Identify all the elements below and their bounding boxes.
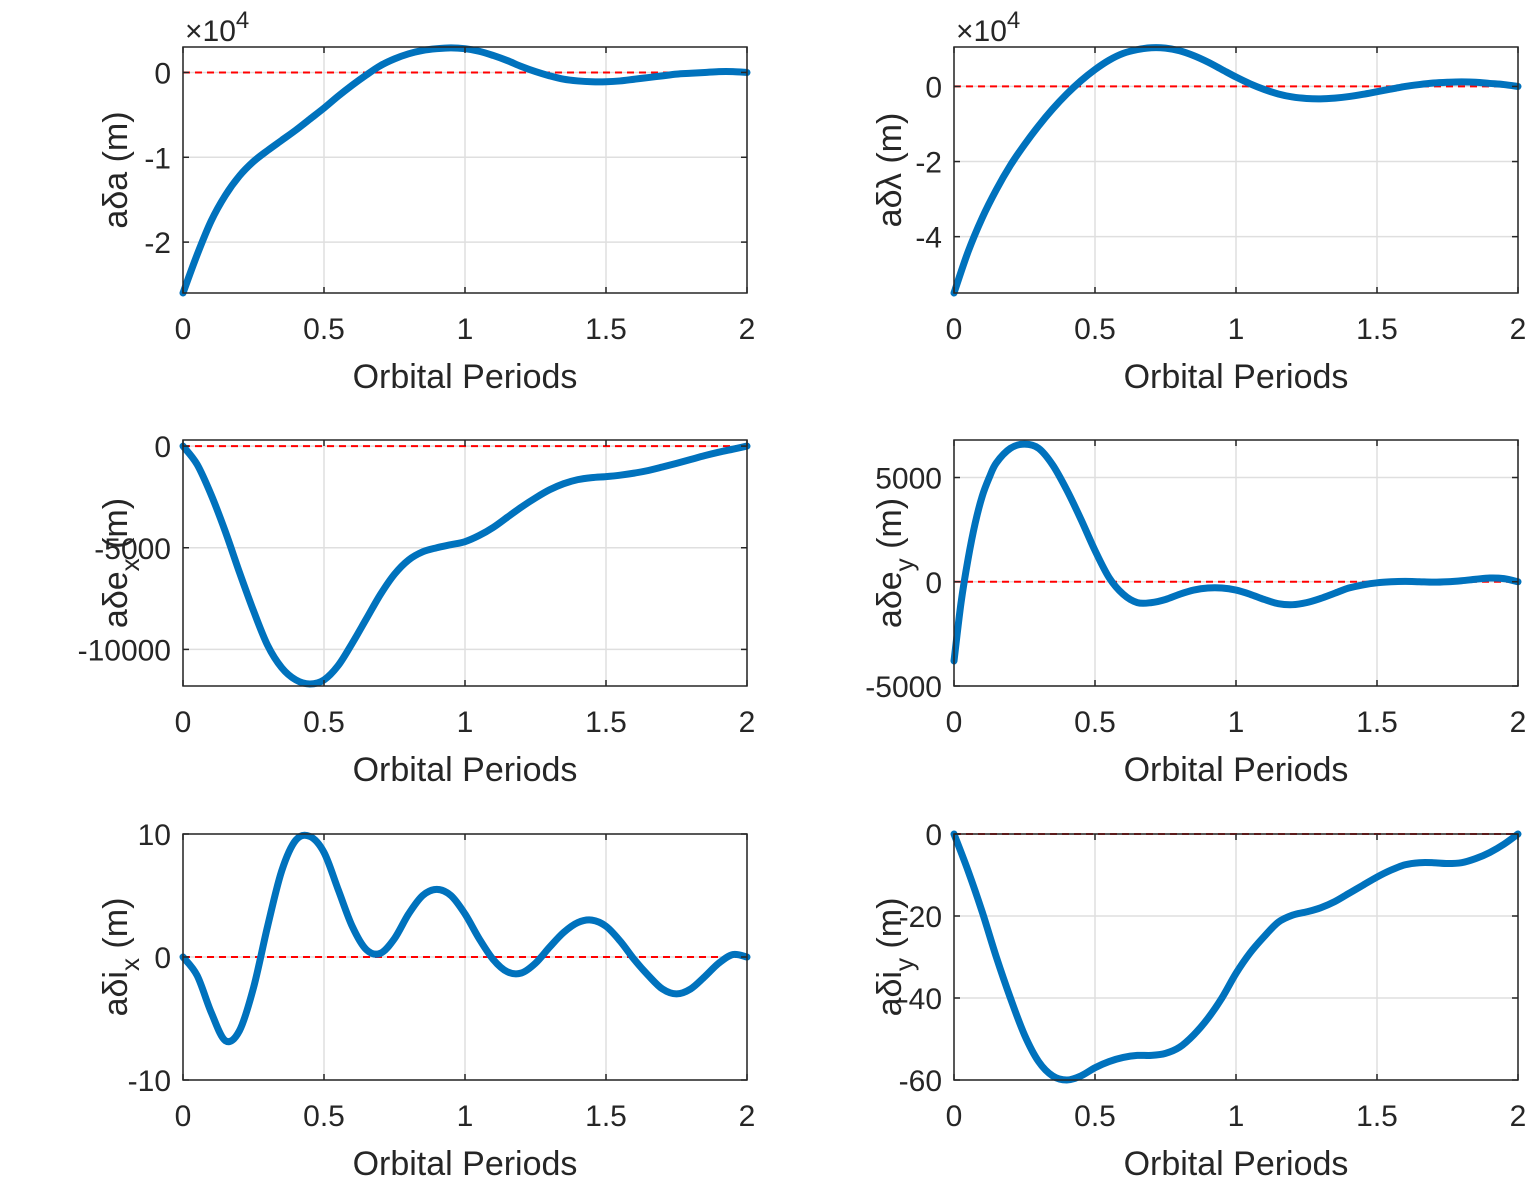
x-axis-label: Orbital Periods xyxy=(1124,1145,1349,1178)
x-tick-label: 2 xyxy=(1510,313,1527,346)
x-tick-label: 0.5 xyxy=(1074,313,1116,346)
axis-exponent-label: ×104 xyxy=(956,7,1020,48)
x-tick-label: 0.5 xyxy=(1074,706,1116,739)
chart-adiy: 0 0.5 1 1.5 2 -60 -40 -20 0 Orbital Periods aδiy (… xyxy=(871,819,1526,1178)
y-tick-label: 0 xyxy=(925,567,942,600)
y-axis-label-unit: (m) xyxy=(97,898,135,958)
x-axis-label: Orbital Periods xyxy=(353,358,578,396)
x-tick-label: 2 xyxy=(1510,1100,1527,1133)
y-axis-label-subscript: x xyxy=(115,558,145,571)
y-axis-label-main: aδi xyxy=(97,971,135,1016)
x-tick-label: 1.5 xyxy=(1356,313,1398,346)
series-line xyxy=(950,44,1522,297)
y-tick-label: 0 xyxy=(154,942,171,975)
y-tick-label: -60 xyxy=(899,1065,942,1098)
y-tick-label: -2 xyxy=(915,147,942,180)
axis-exponent-label: ×104 xyxy=(185,7,249,48)
series-line xyxy=(950,830,1522,1084)
y-axis-label: aδiy (m) xyxy=(871,898,919,1017)
axis-exponent-power: 4 xyxy=(236,7,249,34)
y-tick-label: 10 xyxy=(138,819,171,852)
y-axis-label: aδa (m) xyxy=(97,111,135,228)
y-axis-label-main: aδe xyxy=(97,571,135,628)
x-tick-label: 2 xyxy=(1510,706,1527,739)
y-tick-label: -5000 xyxy=(865,671,942,704)
axis-exponent-base: ×10 xyxy=(185,15,236,48)
x-tick-label: 1 xyxy=(457,706,474,739)
y-axis-label: aδey (m) xyxy=(871,498,919,628)
y-axis-label-main: aδa xyxy=(97,172,135,229)
y-tick-label: -5000 xyxy=(94,533,171,566)
x-tick-label: 0 xyxy=(946,313,963,346)
x-tick-label: 0.5 xyxy=(303,1100,345,1133)
x-tick-label: 0 xyxy=(946,1100,963,1133)
series-line xyxy=(950,440,1522,665)
x-tick-label: 1.5 xyxy=(1356,1100,1398,1133)
x-axis-label: Orbital Periods xyxy=(353,1145,578,1178)
y-tick-label: -10 xyxy=(128,1065,171,1098)
x-tick-label: 1 xyxy=(1228,706,1245,739)
x-axis-label: Orbital Periods xyxy=(353,751,578,789)
x-tick-label: 0.5 xyxy=(303,706,345,739)
x-tick-label: 1 xyxy=(1228,1100,1245,1133)
y-axis-label-main: aδi xyxy=(871,971,909,1016)
x-tick-label: 0.5 xyxy=(1074,1100,1116,1133)
series-line xyxy=(179,442,751,688)
chart-adex: 0 0.5 1 1.5 2 -10000 -5000 0 Orbital Periods aδex… xyxy=(78,431,756,789)
x-axis-label: Orbital Periods xyxy=(1124,358,1349,396)
x-tick-label: 0 xyxy=(946,706,963,739)
y-axis-label: aδex (m) xyxy=(97,498,145,628)
y-tick-label: 0 xyxy=(154,431,171,464)
y-axis-label-unit: (m) xyxy=(871,113,909,173)
y-tick-label: -40 xyxy=(899,983,942,1016)
y-axis-label: aδλ (m) xyxy=(871,113,909,228)
x-tick-label: 2 xyxy=(739,313,756,346)
x-tick-label: 2 xyxy=(739,1100,756,1133)
y-axis-label-unit: (m) xyxy=(97,498,135,558)
y-tick-label: -4 xyxy=(915,222,942,255)
x-axis-label: Orbital Periods xyxy=(1124,751,1349,789)
y-tick-label: 0 xyxy=(925,71,942,104)
chart-adl: 0 0.5 1 1.5 2 -4 -2 0 Orbital Periods aδλ (m) ×104 xyxy=(871,7,1526,396)
y-tick-label: 0 xyxy=(925,819,942,852)
y-axis-label-subscript: x xyxy=(115,958,145,971)
x-tick-label: 1 xyxy=(1228,313,1245,346)
axis-exponent-base: ×10 xyxy=(956,15,1007,48)
y-axis-label-subscript: y xyxy=(889,558,919,571)
series-line xyxy=(179,831,751,1046)
x-tick-label: 1.5 xyxy=(585,706,627,739)
y-tick-label: -1 xyxy=(144,142,171,175)
y-axis-label-unit: (m) xyxy=(871,498,909,558)
y-axis-label-unit: (m) xyxy=(871,898,909,958)
y-tick-label: -2 xyxy=(144,227,171,260)
y-tick-label: -20 xyxy=(899,901,942,934)
y-axis-label-unit: (m) xyxy=(97,111,135,171)
y-tick-label: 5000 xyxy=(875,463,942,496)
x-tick-label: 0 xyxy=(175,313,192,346)
x-tick-label: 1.5 xyxy=(585,1100,627,1133)
axis-exponent-power: 4 xyxy=(1007,7,1020,34)
x-tick-label: 0 xyxy=(175,1100,192,1133)
x-tick-label: 1 xyxy=(457,1100,474,1133)
y-axis-label-main: aδe xyxy=(871,571,909,628)
y-tick-label: 0 xyxy=(154,57,171,90)
x-tick-label: 1.5 xyxy=(585,313,627,346)
y-axis-label-subscript: y xyxy=(889,958,919,971)
chart-ada: 0 0.5 1 1.5 2 -2 -1 0 Orbital Periods aδa (m) ×104 xyxy=(97,7,755,396)
y-tick-label: -10000 xyxy=(78,634,171,667)
x-tick-label: 2 xyxy=(739,706,756,739)
x-tick-label: 0 xyxy=(175,706,192,739)
x-tick-label: 0.5 xyxy=(303,313,345,346)
x-tick-label: 1 xyxy=(457,313,474,346)
y-axis-label-main: aδλ xyxy=(871,173,909,227)
y-axis-label: aδix (m) xyxy=(97,898,145,1017)
x-tick-label: 1.5 xyxy=(1356,706,1398,739)
